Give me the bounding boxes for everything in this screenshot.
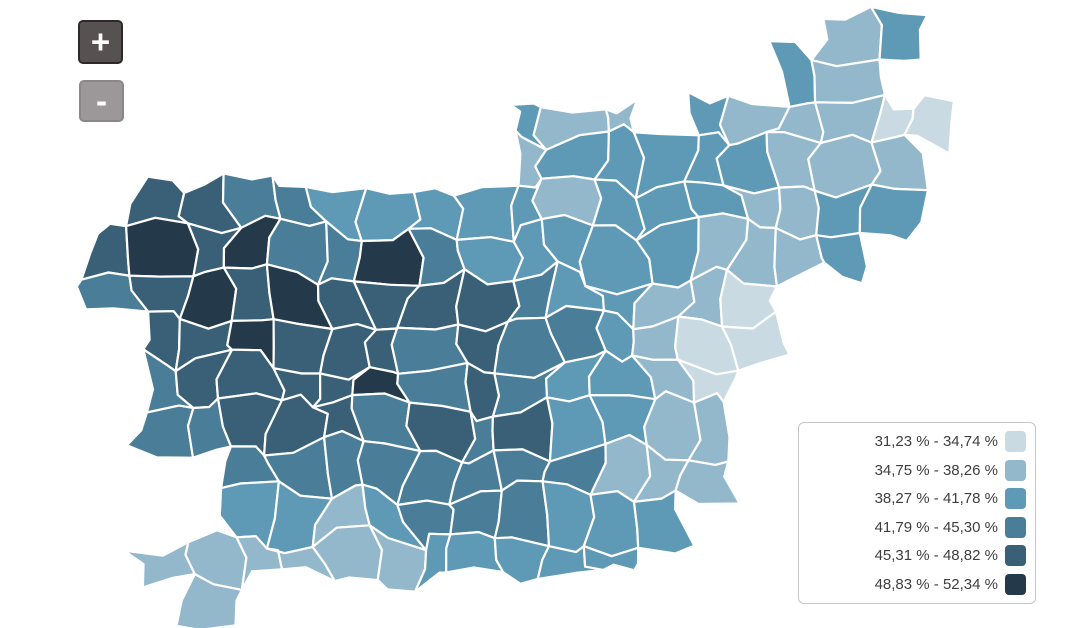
legend-row: 41,79 % - 45,30 % <box>808 514 1026 541</box>
legend-range-label: 31,23 % - 34,74 % <box>874 433 998 450</box>
map-legend: 31,23 % - 34,74 % 34,75 % - 38,26 % 38,27 … <box>798 422 1036 604</box>
municipality-region[interactable] <box>175 573 243 628</box>
legend-row: 38,27 % - 41,78 % <box>808 485 1026 512</box>
municipality-region[interactable] <box>125 216 200 278</box>
legend-color-swatch <box>1005 516 1026 538</box>
legend-range-label: 45,31 % - 48,82 % <box>874 547 998 565</box>
municipality-region[interactable] <box>903 94 955 155</box>
municipality-region[interactable] <box>721 310 791 372</box>
municipality-region[interactable] <box>452 184 520 243</box>
legend-range-label: 41,79 % - 45,30 % <box>874 518 998 536</box>
municipality-region[interactable] <box>582 545 640 572</box>
legend-color-swatch <box>1005 431 1026 452</box>
legend-row: 34,75 % - 38,26 % <box>808 457 1026 484</box>
legend-range-label: 38,27 % - 41,78 % <box>874 490 998 508</box>
legend-row: 45,31 % - 48,82 % <box>808 542 1026 569</box>
municipality-region[interactable] <box>810 58 887 104</box>
legend-range-label: 48,83 % - 52,34 % <box>874 575 998 593</box>
municipality-region[interactable] <box>869 5 929 62</box>
municipality-region[interactable] <box>582 490 640 558</box>
legend-color-swatch <box>1005 488 1026 510</box>
municipality-region[interactable] <box>493 479 551 548</box>
municipality-region[interactable] <box>80 222 131 281</box>
municipality-region[interactable] <box>632 489 696 555</box>
legend-range-label: 34,75 % - 38,26 % <box>874 461 998 479</box>
legend-row: 31,23 % - 34,74 % <box>808 428 1026 455</box>
zoom-in-button[interactable]: + <box>78 20 123 64</box>
municipality-region[interactable] <box>123 541 196 589</box>
legend-color-swatch <box>1005 573 1026 595</box>
legend-row: 48,83 % - 52,34 % <box>808 571 1026 598</box>
municipality-region[interactable] <box>870 133 929 192</box>
municipality-region[interactable] <box>674 459 741 506</box>
municipality-region[interactable] <box>858 183 929 242</box>
municipality-region[interactable] <box>810 5 883 68</box>
legend-color-swatch <box>1005 545 1026 567</box>
zoom-out-button[interactable]: - <box>79 80 124 122</box>
legend-color-swatch <box>1005 459 1026 481</box>
municipality-region[interactable] <box>125 404 195 459</box>
municipality-region[interactable] <box>815 231 868 285</box>
municipality-region[interactable] <box>768 40 817 108</box>
